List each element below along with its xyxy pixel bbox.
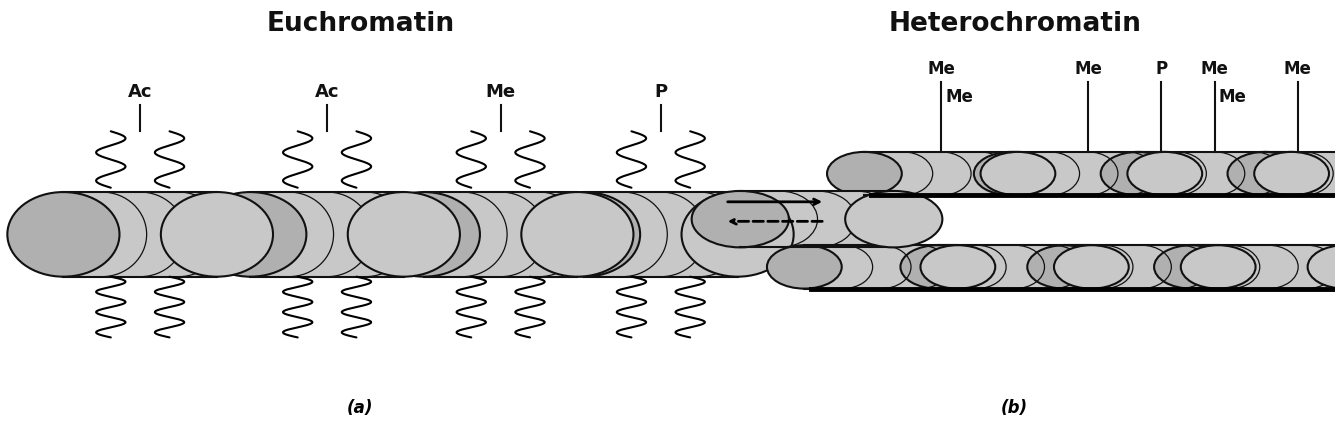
Text: P: P (1155, 60, 1168, 78)
Text: Me: Me (1202, 60, 1228, 78)
Bar (64, 192, 218, 277)
Ellipse shape (368, 192, 481, 277)
Ellipse shape (1153, 245, 1230, 289)
Ellipse shape (527, 192, 641, 277)
Ellipse shape (1100, 152, 1176, 195)
Ellipse shape (900, 245, 975, 289)
Text: Me: Me (928, 60, 955, 78)
Text: Me: Me (486, 83, 515, 101)
Ellipse shape (162, 192, 274, 277)
Text: (b): (b) (1001, 399, 1028, 417)
Bar (865, 152, 1017, 195)
Ellipse shape (195, 192, 307, 277)
Bar (251, 192, 403, 277)
Text: Me: Me (1284, 60, 1311, 78)
Text: Me: Me (945, 89, 973, 106)
Ellipse shape (921, 245, 996, 289)
Bar (937, 245, 1092, 289)
Ellipse shape (1053, 245, 1129, 289)
Bar (1191, 245, 1335, 289)
Text: Ac: Ac (315, 83, 339, 101)
Ellipse shape (1254, 152, 1330, 195)
Ellipse shape (1027, 245, 1103, 289)
Ellipse shape (826, 152, 902, 195)
Ellipse shape (7, 192, 120, 277)
Bar (1139, 152, 1292, 195)
Text: P: P (654, 83, 668, 101)
Bar (1266, 152, 1335, 195)
Text: Me: Me (1075, 60, 1101, 78)
Bar (1065, 245, 1219, 289)
Text: Ac: Ac (128, 83, 152, 101)
Ellipse shape (347, 192, 459, 277)
Ellipse shape (1180, 245, 1256, 289)
Ellipse shape (521, 192, 634, 277)
Bar (805, 245, 959, 289)
Ellipse shape (1227, 152, 1303, 195)
Bar (585, 192, 737, 277)
Bar (1012, 152, 1164, 195)
Ellipse shape (1127, 152, 1203, 195)
Bar (740, 191, 894, 247)
Text: Heterochromatin: Heterochromatin (888, 11, 1141, 37)
Ellipse shape (980, 152, 1055, 195)
Ellipse shape (845, 191, 943, 247)
Ellipse shape (1307, 245, 1335, 289)
Bar (425, 192, 578, 277)
Text: Me: Me (1219, 89, 1247, 106)
Ellipse shape (681, 192, 793, 277)
Ellipse shape (692, 191, 789, 247)
Text: (a): (a) (347, 399, 374, 417)
Ellipse shape (973, 152, 1049, 195)
Text: Euchromatin: Euchromatin (267, 11, 454, 37)
Ellipse shape (768, 245, 842, 289)
